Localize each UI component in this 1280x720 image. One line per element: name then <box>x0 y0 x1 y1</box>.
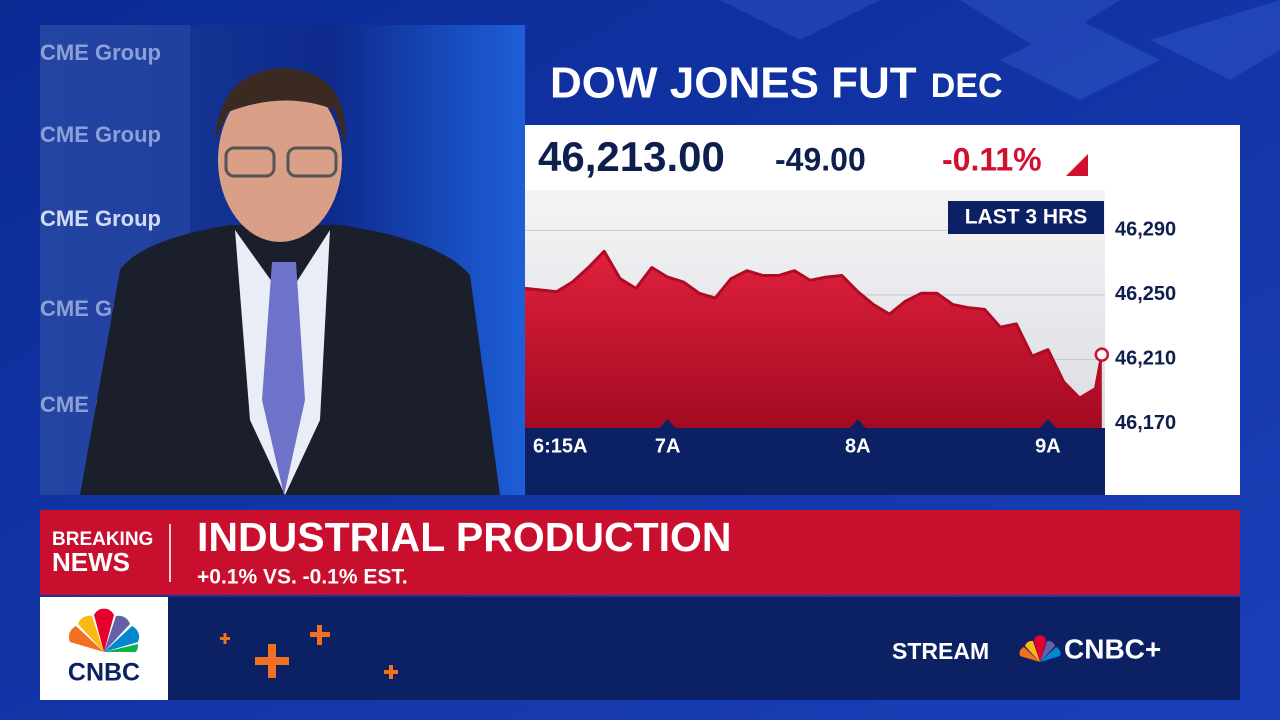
logo-text: CNBC <box>68 659 140 687</box>
hair <box>215 68 346 145</box>
subhead: +0.1% VS. -0.1% EST. <box>197 566 408 589</box>
range-label: LAST 3 HRS <box>965 206 1088 229</box>
y-tick-label: 46,210 <box>1115 348 1176 370</box>
range-badge <box>948 201 1104 234</box>
y-tick-label: 46,170 <box>1115 412 1176 434</box>
x-tick-label: 9A <box>1035 435 1061 457</box>
y-tick-label: 46,290 <box>1115 219 1176 241</box>
x-tick-label: 6:15A <box>533 435 587 457</box>
percent-change: -0.11% <box>942 141 1042 177</box>
wall-logo: CME Group <box>40 206 161 231</box>
glasses <box>224 146 276 178</box>
tie <box>262 262 305 495</box>
background-pattern <box>720 0 1280 100</box>
last-point <box>1094 347 1110 362</box>
brand: CNBC+ <box>1064 633 1161 664</box>
wall-logo: CME Group <box>40 122 161 147</box>
glasses <box>286 146 338 178</box>
x-tick-mark <box>659 419 676 428</box>
headline: INDUSTRIAL PRODUCTION <box>197 514 732 560</box>
x-tick-mark <box>849 419 866 428</box>
price-line <box>524 249 1104 400</box>
y-tick-label: 46,250 <box>1115 283 1176 305</box>
area-fill <box>525 251 1102 428</box>
x-tick-label: 7A <box>655 435 681 457</box>
axes: 46,290 46,250 46,210 46,170 6:15A 7A 8A 9A <box>533 219 1176 458</box>
head <box>218 78 342 242</box>
plot <box>524 249 1110 428</box>
price-panel <box>525 125 1240 190</box>
decor-plus <box>220 625 398 679</box>
last-price: 46,213.00 <box>538 133 725 180</box>
change-arrow <box>1066 154 1088 176</box>
x-axis-strip <box>525 428 1105 495</box>
lower-third <box>40 510 1240 595</box>
breaking-tag: NEWS <box>52 547 130 577</box>
peacock-small <box>1019 635 1061 662</box>
footer-bar <box>40 597 1240 700</box>
chart-subtitle: DEC <box>931 67 1003 105</box>
net-change: -49.00 <box>775 141 866 177</box>
stream-label: STREAM <box>892 638 989 664</box>
wall-logo: CME Group <box>40 40 161 65</box>
x-tick-mark <box>1039 419 1056 428</box>
breaking-tag: BREAKING <box>52 529 153 550</box>
video-panel: CME Group CME Group CME Group CME Group … <box>40 25 525 495</box>
chart-title: DOW JONES FUT <box>550 59 917 108</box>
peacock-logo <box>68 608 140 652</box>
x-tick-label: 8A <box>845 435 871 457</box>
